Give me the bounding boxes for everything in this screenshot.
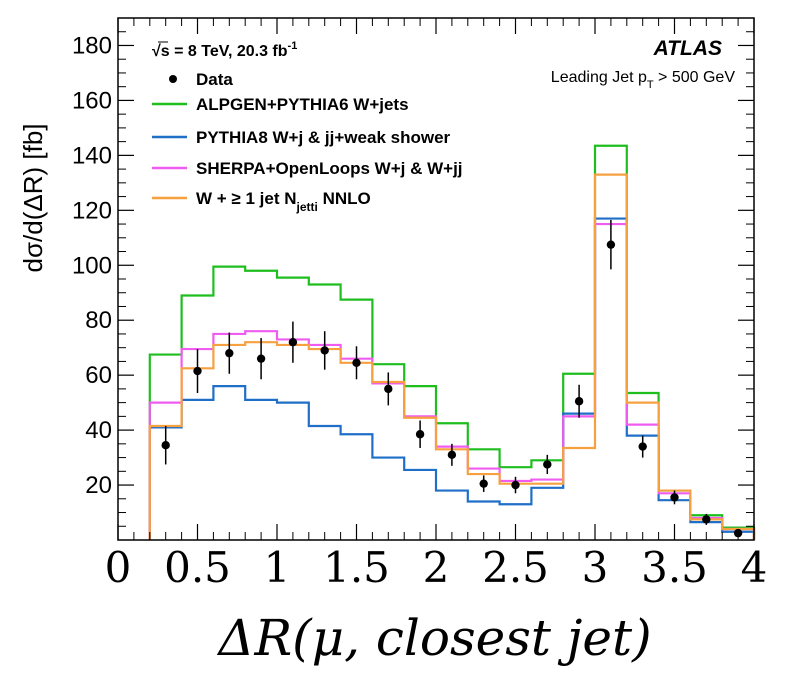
data-point	[638, 442, 647, 451]
legend-label-sherpa: SHERPA+OpenLoops W+j & W+jj	[196, 159, 463, 178]
data-point	[606, 240, 616, 249]
selection-suffix: > 500 GeV	[654, 69, 736, 86]
atlas-label: ATLAS	[653, 37, 722, 60]
legend-label-data: Data	[196, 70, 233, 89]
data-point	[479, 479, 488, 488]
y-tick-label: 140	[72, 142, 112, 169]
legend-label-pythia8: PYTHIA8 W+j & jj+weak shower	[196, 128, 451, 147]
data-point	[447, 450, 457, 460]
legend-label-njetti: W + ≥ 1 jet Njetti NNLO	[196, 189, 371, 214]
data-point	[384, 384, 393, 394]
x-axis-label: ΔR(μ, closest jet)	[216, 609, 651, 667]
data-points-layer	[161, 219, 743, 538]
legend-data-marker	[169, 75, 177, 83]
x-tick-label: 0.5	[164, 543, 231, 592]
legend-label-alpgen: ALPGEN+PYTHIA6 W+jets	[196, 95, 409, 114]
y-tick-label: 20	[85, 472, 112, 499]
x-tick-label: 1.5	[323, 543, 390, 592]
energy-annotation-text: √s = 8 TeV, 20.3 fb	[152, 43, 288, 60]
selection-text: Leading Jet p	[551, 69, 647, 86]
legend: Data ALPGEN+PYTHIA6 W+jets PYTHIA8 W+j &…	[152, 70, 463, 214]
data-point	[543, 460, 552, 469]
legend-entry-alpgen: ALPGEN+PYTHIA6 W+jets	[152, 95, 409, 114]
data-point	[193, 366, 202, 376]
x-tick-label: 2.5	[482, 543, 549, 592]
series-line-sherpa	[148, 222, 756, 540]
data-point	[511, 480, 520, 490]
data-point	[415, 430, 425, 439]
x-tick-label: 1	[264, 543, 291, 592]
legend-label-njetti-suffix: NNLO	[318, 189, 371, 208]
y-tick-label: 180	[72, 32, 112, 59]
selection-annotation: Leading Jet pT > 500 GeV	[551, 69, 736, 91]
legend-entry-sherpa: SHERPA+OpenLoops W+j & W+jj	[152, 159, 463, 178]
data-point	[161, 441, 170, 450]
y-tick-label: 100	[72, 252, 112, 279]
y-tick-label: 40	[85, 417, 112, 444]
data-point	[670, 493, 679, 502]
legend-entry-njetti: W + ≥ 1 jet Njetti NNLO	[152, 189, 371, 214]
data-point	[256, 354, 266, 363]
data-point	[352, 358, 361, 367]
data-point	[225, 348, 234, 358]
x-tick-label: 3	[582, 543, 609, 592]
y-tick-label: 120	[72, 197, 112, 224]
energy-annotation: √s = 8 TeV, 20.3 fb-1	[152, 40, 297, 60]
y-tick-label: 160	[72, 87, 112, 114]
axis-ticks: 0 0.5 1 1.5 2 2.5 3 3.5 4 20 40 60 80 100 120 140 160 180	[72, 18, 767, 592]
legend-label-njetti-sub: jetti	[296, 200, 318, 214]
legend-entry-data: Data	[169, 70, 233, 89]
data-point	[320, 346, 329, 355]
data-point	[574, 397, 584, 406]
energy-annotation-sup: -1	[288, 40, 298, 52]
legend-entry-pythia8: PYTHIA8 W+j & jj+weak shower	[152, 128, 451, 147]
x-tick-label: 2	[423, 543, 450, 592]
x-tick-label: 4	[741, 543, 768, 592]
y-tick-label: 80	[85, 307, 112, 334]
legend-label-njetti-main: W + ≥ 1 jet N	[196, 189, 297, 208]
x-tick-label: 0	[105, 543, 132, 592]
selection-sub: T	[647, 79, 654, 91]
x-tick-label: 3.5	[641, 543, 708, 592]
series-line-njetti	[148, 173, 756, 540]
y-axis-label: dσ/d(ΔR) [fb]	[18, 123, 48, 272]
y-tick-label: 60	[85, 362, 112, 389]
data-point	[702, 515, 711, 524]
data-point	[288, 337, 298, 347]
